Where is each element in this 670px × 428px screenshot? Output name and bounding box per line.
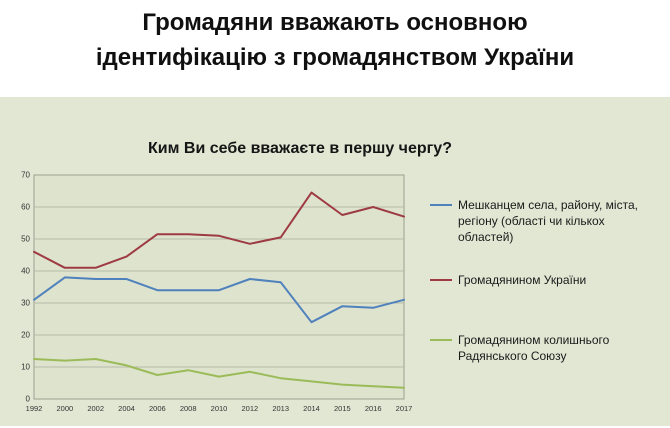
chart-legend: Мешканцем села, району, міста, регіону (… — [430, 197, 662, 364]
svg-text:2006: 2006 — [149, 404, 166, 413]
svg-text:70: 70 — [21, 171, 30, 180]
svg-text:2014: 2014 — [303, 404, 320, 413]
svg-text:2002: 2002 — [87, 404, 104, 413]
svg-text:2008: 2008 — [180, 404, 197, 413]
svg-text:2010: 2010 — [211, 404, 228, 413]
page-title-line1: Громадяни вважають основною — [142, 9, 528, 36]
page-title-line2: ідентифікацію з громадянством України — [95, 43, 575, 71]
legend-item-citizen-ussr: Громадянином колишнього Радянського Союз… — [430, 332, 662, 364]
legend-label: Громадянином України — [458, 272, 587, 287]
svg-text:60: 60 — [21, 203, 30, 212]
legend-line-swatch-green — [430, 338, 452, 341]
line-chart: 0 10 20 30 40 50 60 70 1992 2000 2002 2004 2006 2008 2… — [6, 165, 426, 423]
legend-label: Громадянином колишнього Радянського Союз… — [458, 332, 610, 363]
legend-item-local-resident: Мешканцем села, району, міста, регіону (… — [430, 197, 662, 246]
header: Громадяни вважають основною ідентифікаці… — [0, 0, 670, 97]
svg-text:1992: 1992 — [26, 404, 43, 413]
svg-text:40: 40 — [21, 267, 30, 276]
page-title: Громадяни вважають основною ідентифікаці… — [0, 6, 670, 76]
svg-text:2016: 2016 — [365, 404, 382, 413]
legend-item-citizen-ukraine: Громадянином України — [430, 272, 662, 288]
chart-title: Ким Ви себе вважаєте в першу чергу? — [148, 140, 452, 157]
svg-text:50: 50 — [21, 235, 30, 244]
svg-text:30: 30 — [21, 299, 30, 308]
legend-line-swatch-blue — [430, 204, 452, 206]
svg-text:2012: 2012 — [241, 404, 258, 413]
svg-text:0: 0 — [26, 395, 31, 404]
svg-text:2015: 2015 — [334, 404, 351, 413]
svg-text:2004: 2004 — [118, 404, 135, 413]
svg-text:2017: 2017 — [396, 404, 413, 413]
svg-text:2000: 2000 — [56, 404, 73, 413]
legend-line-swatch-red — [430, 278, 452, 281]
svg-text:2013: 2013 — [272, 404, 289, 413]
legend-label: Мешканцем села, району, міста, регіону (… — [458, 198, 638, 245]
svg-text:20: 20 — [21, 331, 30, 340]
chart-svg: 0 10 20 30 40 50 60 70 1992 2000 2002 2004 2006 2008 2… — [21, 171, 413, 414]
svg-text:10: 10 — [21, 363, 30, 372]
